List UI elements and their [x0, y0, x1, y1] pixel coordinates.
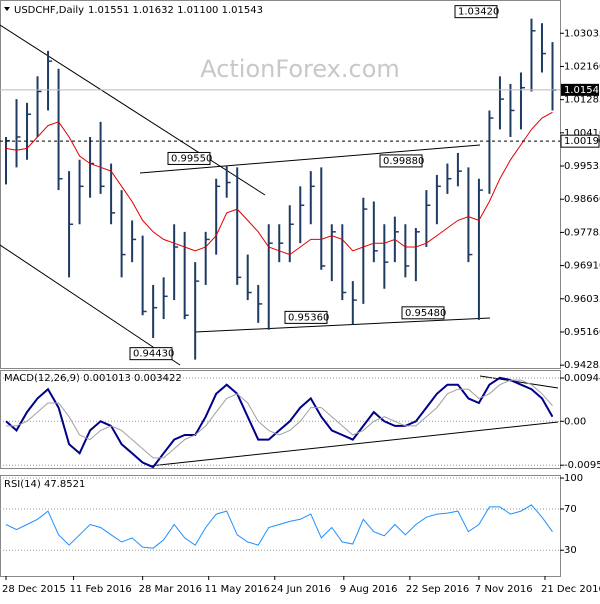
watermark: ActionForex.com — [200, 55, 400, 83]
y-tick-label: 0.009446 — [564, 373, 600, 384]
chart-title: USDCHF,Daily — [14, 5, 84, 16]
x-tick-label: 21 Dec 2016 — [541, 584, 600, 595]
trend-line — [0, 24, 266, 196]
x-tick-label: 28 Mar 2016 — [139, 584, 202, 595]
x-tick-label: 7 Nov 2016 — [475, 584, 533, 595]
rsi-pane — [0, 475, 561, 577]
menu-arrow — [4, 7, 10, 11]
level-box — [560, 134, 600, 148]
trend-line — [194, 317, 491, 333]
annotation-box — [379, 154, 423, 168]
y-tick-label: 30 — [564, 545, 577, 556]
y-tick-label: 1.02160 — [564, 61, 600, 72]
y-tick-label: 0.00 — [564, 416, 586, 427]
annotation-box — [284, 310, 328, 324]
macd-title: MACD(12,26,9) 0.001013 0.003422 — [4, 373, 182, 384]
x-tick-label: 11 Feb 2016 — [70, 584, 132, 595]
x-tick-label: 24 Jun 2016 — [271, 584, 331, 595]
annotation-label: 0.95480 — [405, 308, 446, 319]
annotation-box — [167, 151, 211, 165]
y-tick-label: 0.99535 — [564, 161, 600, 172]
trend-line — [0, 244, 181, 366]
annotation-label: 1.03420 — [458, 7, 499, 18]
annotation-label: 0.99550 — [171, 153, 212, 164]
indicator-line — [5, 504, 553, 549]
y-tick-label: 0.97785 — [564, 227, 600, 238]
price-pane — [0, 0, 561, 369]
y-tick-label: 1.01285 — [564, 95, 600, 106]
annotation-box — [129, 347, 173, 361]
moving-average — [5, 111, 553, 256]
current-box — [561, 83, 599, 96]
y-tick-label: 100 — [564, 473, 583, 484]
annotation-label: 0.99880 — [383, 156, 424, 167]
x-tick-label: 9 Aug 2016 — [340, 584, 398, 595]
chart-subtitle: 1.01551 1.01632 1.01100 1.01543 — [88, 5, 263, 16]
annotation-label: 0.95360 — [288, 312, 329, 323]
trend-line — [149, 421, 559, 467]
y-tick-label: -0.009588 — [564, 460, 600, 471]
x-tick-label: 11 May 2016 — [205, 584, 270, 595]
level-label: 1.00190 — [564, 136, 600, 147]
y-tick-label: 0.94285 — [564, 360, 600, 371]
y-tick-label: 70 — [564, 504, 577, 515]
y-tick-label: 0.96035 — [564, 294, 600, 305]
annotation-box — [401, 306, 445, 320]
indicator-line — [6, 379, 553, 459]
x-tick-label: 28 Dec 2015 — [2, 584, 66, 595]
x-tick-label: 22 Sep 2016 — [406, 584, 469, 595]
y-tick-label: 1.03035 — [564, 28, 600, 39]
annotation-label: 0.94430 — [133, 349, 174, 360]
current-label: 1.01543 — [564, 85, 600, 96]
annotation-box — [454, 5, 498, 19]
rsi-title: RSI(14) 47.8521 — [4, 479, 85, 490]
trend-line — [139, 144, 481, 174]
macd-pane — [0, 370, 561, 469]
